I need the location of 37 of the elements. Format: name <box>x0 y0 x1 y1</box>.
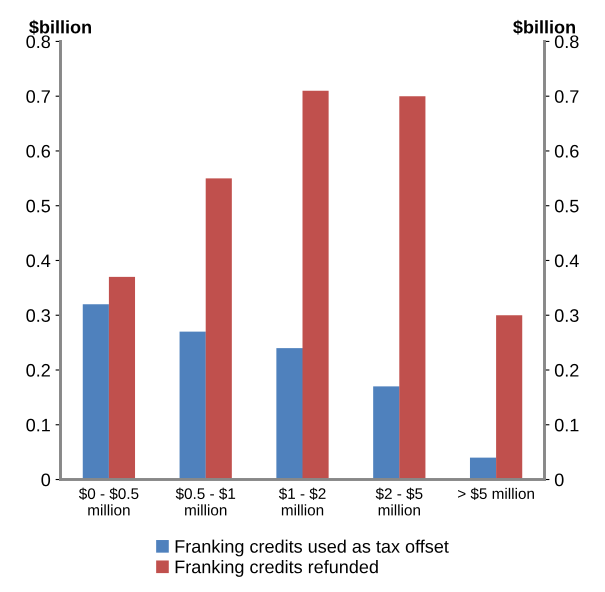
y-tick-label: 0.5 <box>26 200 50 212</box>
y-tick-label: 0.6 <box>26 144 50 158</box>
bar <box>206 178 232 480</box>
y2-tick-label: 0.6 <box>554 144 579 158</box>
bar <box>82 304 109 480</box>
y2-tick-label: 0 <box>554 473 564 486</box>
x-tick-label: $2 - $5 million <box>376 488 422 516</box>
y-tick-label: 0.4 <box>26 254 50 268</box>
bar <box>108 276 136 480</box>
legend-label: Franking credits used as tax offset <box>176 540 449 556</box>
x-tick-label: $0.5 - $1 million <box>176 488 236 516</box>
bar <box>373 386 400 480</box>
y-axis-title: $billion <box>29 20 91 35</box>
y-tick-label: 0.3 <box>26 309 50 322</box>
x-tick-label: $0 - $0.5 million <box>78 488 138 516</box>
y2-tick-label: 0.1 <box>554 418 578 432</box>
x-tick-label: $1 - $2 million <box>278 488 326 516</box>
y2-tick-label: 0.3 <box>554 309 579 322</box>
y-tick-label: 0.2 <box>26 364 50 377</box>
bar <box>180 332 206 480</box>
y-tick-label: 0.1 <box>26 418 50 432</box>
legend-label: Franking credits refunded <box>176 560 378 577</box>
bar <box>276 348 302 480</box>
y-tick-label: 0 <box>41 473 50 486</box>
y-tick-label: 0.8 <box>26 35 50 48</box>
y2-tick-label: 0.4 <box>554 254 579 268</box>
bar <box>302 90 329 480</box>
x-tick-label: > $5 million <box>458 488 534 500</box>
bar <box>496 315 522 480</box>
bar <box>399 96 426 480</box>
bar <box>470 458 496 480</box>
y2-tick-label: 0.7 <box>554 90 578 103</box>
y2-axis-title: $billion <box>513 20 575 35</box>
y2-tick-label: 0.2 <box>554 364 578 377</box>
y-tick-label: 0.7 <box>26 90 50 103</box>
y2-tick-label: 0.8 <box>554 35 579 48</box>
y2-tick-label: 0.5 <box>554 200 579 212</box>
